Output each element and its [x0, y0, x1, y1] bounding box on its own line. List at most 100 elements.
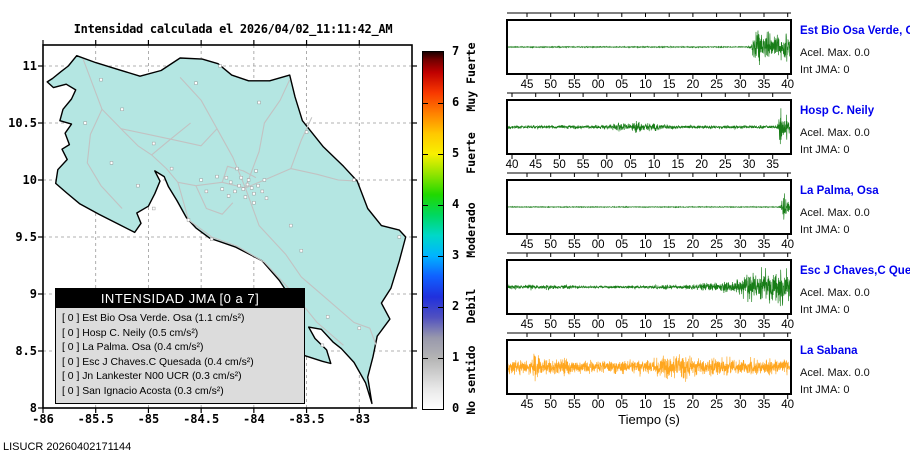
- panel-bottom-ticks: [511, 155, 774, 159]
- map-frame: [42, 44, 413, 409]
- trace-time-tick-label: 40: [781, 79, 795, 91]
- station-name-label: Hosp C. Neily: [800, 105, 875, 117]
- jma-legend-row: [ 0 ] Est Bio Osa Verde. Osa (1.1 cm/s²): [62, 313, 245, 324]
- trace-time-tick-label: 45: [529, 159, 543, 171]
- colorbar-tick: [438, 307, 443, 308]
- trace-time-tick-label: 35: [757, 399, 771, 411]
- jma-legend-row: [ 0 ] San Ignacio Acosta (0.3 cm/s²): [62, 385, 224, 397]
- panel-bottom-ticks: [526, 235, 789, 239]
- trace-time-tick-label: 10: [639, 79, 652, 91]
- trace-waveform: [508, 30, 790, 66]
- map-x-tick-label: -86: [32, 412, 54, 426]
- colorbar-tick: [423, 307, 428, 308]
- trace-time-tick-label: 50: [544, 399, 558, 411]
- colorbar-number: 2: [452, 299, 460, 313]
- colorbar-word: Muy Fuerte: [464, 41, 478, 112]
- jma-legend-title: INTENSIDAD JMA [0 a 7]: [56, 289, 304, 308]
- map-x-tick-label: -85.5: [77, 412, 114, 426]
- trace-time-tick-label: 50: [552, 159, 566, 171]
- colorbar-number: 3: [452, 248, 460, 262]
- trace-time-tick-label: 50: [544, 79, 558, 91]
- trace-time-tick-label: 45: [520, 319, 534, 331]
- panel-top-tickbar: [507, 332, 791, 337]
- trace-time-tick-label: 20: [686, 399, 700, 411]
- station-acel-max: Acel. Max. 0.0: [800, 287, 870, 299]
- trace-time-tick-label: 55: [567, 319, 581, 331]
- trace-time-tick-label: 00: [591, 319, 605, 331]
- trace-time-tick-label: 25: [710, 79, 723, 91]
- panel-top-tickbar: [507, 92, 791, 97]
- trace-time-tick-label: 35: [757, 239, 771, 251]
- colorbar-tick: [423, 154, 428, 155]
- trace-time-tick-label: 00: [600, 159, 614, 171]
- map-y-tick-label: 10.5: [8, 116, 37, 130]
- map-x-tick-label: -85: [137, 412, 160, 426]
- trace-time-tick-label: 40: [781, 319, 795, 331]
- panel-bottom-ticks: [526, 395, 789, 399]
- trace-plot: [508, 267, 790, 307]
- station-acel-max: Acel. Max. 0.0: [800, 367, 870, 379]
- station-name-label: La Sabana: [800, 345, 858, 357]
- station-int-jma: Int JMA: 0: [800, 144, 850, 156]
- trace-waveform: [508, 267, 790, 307]
- trace-waveform: [508, 108, 790, 145]
- trace-time-tick-label: 55: [567, 239, 581, 251]
- trace-time-tick-label: 40: [505, 159, 519, 171]
- trace-plot: [508, 193, 790, 220]
- jma-legend-row: [ 0 ] La Palma. Osa (0.4 cm/s²): [62, 342, 204, 354]
- trace-time-tick-label: 50: [544, 239, 558, 251]
- station-int-jma: Int JMA: 0: [800, 224, 850, 236]
- trace-time-tick-label: 10: [647, 159, 661, 171]
- trace-time-tick-label: 55: [576, 159, 590, 171]
- trace-time-tick-label: 15: [662, 79, 676, 91]
- colorbar-number: 5: [452, 146, 460, 160]
- map-ticks: [38, 40, 417, 413]
- seismogram-panels: [506, 12, 792, 399]
- trace-time-tick-label: 30: [733, 399, 747, 411]
- map-y-tick-label: 11: [22, 59, 37, 73]
- trace-time-tick-label: 15: [662, 399, 676, 411]
- station-acel-max: Acel. Max. 0.0: [800, 47, 870, 59]
- trace-time-tick-label: 25: [710, 319, 723, 331]
- trace-time-tick-label: 45: [520, 79, 534, 91]
- trace-time-tick-label: 25: [710, 399, 723, 411]
- trace-time-tick-label: 10: [639, 239, 652, 251]
- trace-time-tick-label: 05: [624, 159, 637, 171]
- panel-top-tickbar: [507, 172, 791, 177]
- trace-time-tick-label: 30: [733, 319, 747, 331]
- map-x-tick-label: -83: [348, 412, 371, 426]
- station-int-jma: Int JMA: 0: [800, 304, 850, 316]
- trace-time-tick-label: 50: [544, 319, 558, 331]
- map-x-tick-label: -83.5: [288, 412, 325, 426]
- colorbar-tick: [438, 103, 443, 104]
- trace-time-tick-label: 40: [781, 399, 795, 411]
- station-name-label: Est Bio Osa Verde, Osa: [800, 25, 910, 37]
- trace-time-tick-label: 25: [710, 239, 723, 251]
- trace-time-tick-label: 40: [781, 239, 795, 251]
- map-y-tick-label: 8: [29, 401, 37, 415]
- colorbar-tick: [438, 154, 443, 155]
- map-y-tick-label: 9.5: [15, 230, 37, 244]
- jma-legend-row: [ 0 ] Esc J Chaves.C Quesada (0.4 cm/s²): [62, 356, 254, 368]
- colorbar-number: 4: [452, 197, 460, 211]
- trace-time-tick-label: 45: [520, 239, 534, 251]
- station-acel-max: Acel. Max. 0.0: [800, 207, 870, 219]
- trace-waveform: [508, 353, 790, 382]
- colorbar-tick: [423, 103, 428, 104]
- footer-stamp: LISUCR 20260402171144: [3, 441, 132, 453]
- colorbar-word: Moderado: [464, 201, 478, 258]
- road-network: [82, 58, 377, 346]
- trace-time-tick-label: 25: [718, 159, 732, 171]
- trace-time-tick-label: 15: [671, 159, 685, 171]
- trace-time-tick-label: 20: [695, 159, 708, 171]
- trace-plot: [508, 353, 790, 382]
- trace-time-tick-label: 55: [567, 79, 581, 91]
- station-acel-max: Acel. Max. 0.0: [800, 127, 870, 139]
- colorbar-number: 1: [452, 350, 460, 364]
- time-axis-label: Tiempo (s): [618, 412, 680, 427]
- trace-time-tick-label: 35: [766, 159, 780, 171]
- colorbar-tick: [438, 358, 443, 359]
- trace-time-tick-label: 30: [742, 159, 756, 171]
- trace-time-tick-label: 20: [686, 239, 700, 251]
